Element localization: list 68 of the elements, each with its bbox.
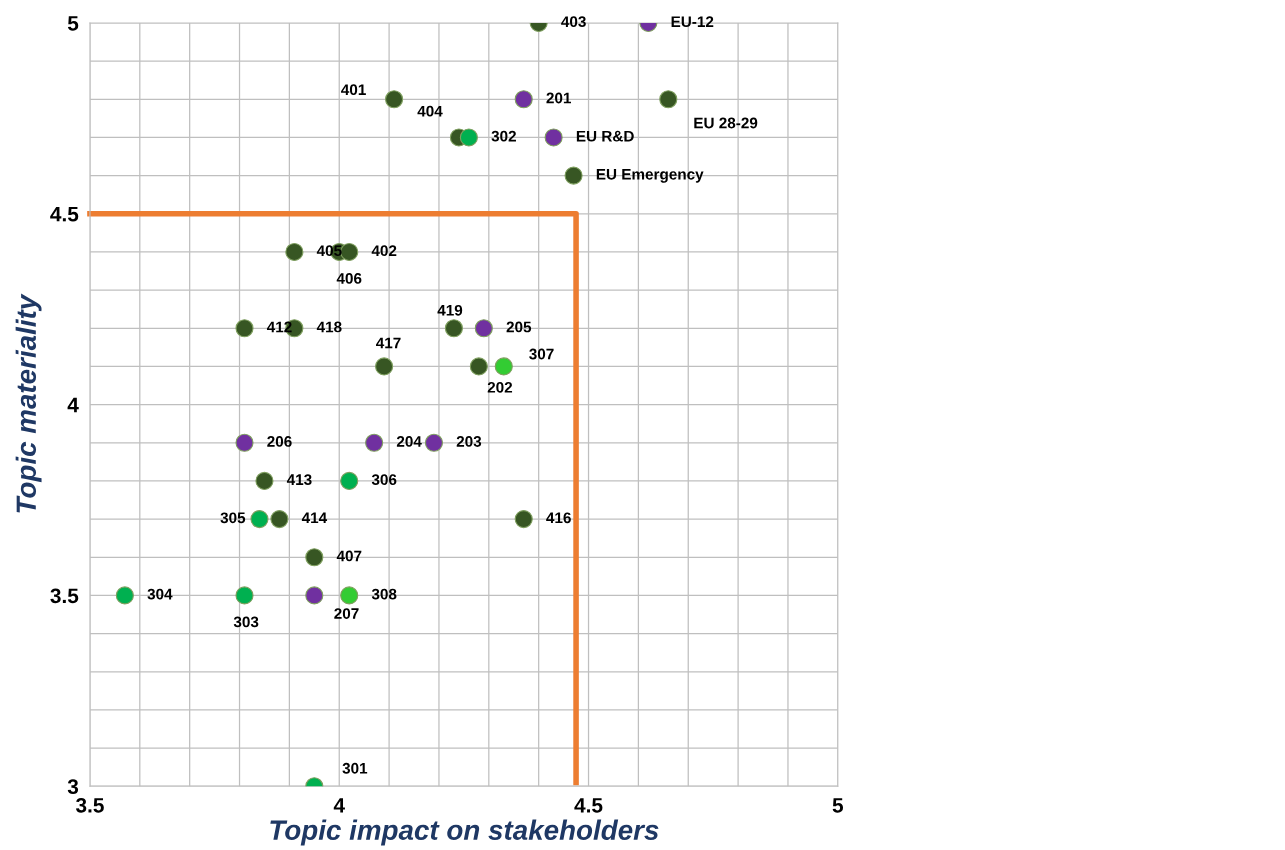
annotation: 418 xyxy=(316,321,342,333)
annotation: EU-12 xyxy=(671,16,714,28)
point xyxy=(474,319,493,338)
point xyxy=(375,357,394,376)
point xyxy=(340,471,359,490)
point xyxy=(235,433,254,452)
annotation: 204 xyxy=(396,436,422,447)
y-tick-label: 4.5 xyxy=(50,206,79,222)
point xyxy=(514,90,533,109)
annotation: EU 28-29 xyxy=(694,117,758,129)
point xyxy=(235,586,254,605)
annotation: 416 xyxy=(546,512,571,524)
annotation: 419 xyxy=(437,304,463,316)
y-tick-label: 4 xyxy=(67,397,79,413)
annotation: EU R&D xyxy=(576,130,634,142)
point xyxy=(424,433,444,452)
annotation: 404 xyxy=(417,105,443,117)
annotation: 402 xyxy=(371,245,397,257)
point xyxy=(255,471,274,490)
annotation: 407 xyxy=(336,550,362,562)
annotation: 307 xyxy=(529,348,554,360)
y-tick-label: 5 xyxy=(67,16,79,31)
annotation: 206 xyxy=(267,436,292,447)
point xyxy=(469,357,488,376)
annotation: 303 xyxy=(233,616,259,628)
annotation: EU Emergency xyxy=(596,168,704,183)
point xyxy=(340,586,359,605)
annotation: 308 xyxy=(371,588,397,600)
annotation: 305 xyxy=(220,512,246,524)
point xyxy=(494,357,513,376)
x-tick-label: 4 xyxy=(333,798,345,813)
point xyxy=(305,548,324,567)
annotation: 414 xyxy=(301,512,328,524)
annotation: 403 xyxy=(561,16,586,28)
point xyxy=(250,510,269,529)
y-tick-label: 3 xyxy=(67,779,79,795)
point xyxy=(115,586,134,605)
point xyxy=(564,166,583,185)
annotation: 207 xyxy=(334,608,359,619)
annotation: 413 xyxy=(286,474,312,486)
annotation: 417 xyxy=(376,337,401,349)
point xyxy=(340,242,359,262)
point xyxy=(365,433,384,452)
annotation: 306 xyxy=(371,474,397,486)
x-tick-label: 5 xyxy=(832,798,844,813)
annotation: 304 xyxy=(147,588,173,600)
y-tick-label: 3.5 xyxy=(50,588,79,604)
point xyxy=(285,242,304,262)
point xyxy=(235,319,254,338)
point xyxy=(385,90,404,109)
annotation: 401 xyxy=(341,84,366,96)
x-tick-label: 4.5 xyxy=(574,798,603,813)
annotation: 302 xyxy=(491,130,516,142)
annotation: 406 xyxy=(336,273,362,284)
point xyxy=(459,128,478,147)
point xyxy=(544,128,563,147)
annotation: 202 xyxy=(487,381,513,393)
point xyxy=(444,319,463,338)
annotation: 201 xyxy=(546,92,571,104)
y-axis-title: Topic materiality xyxy=(15,293,42,513)
annotation: 301 xyxy=(342,762,368,774)
point xyxy=(270,510,289,529)
point xyxy=(514,510,533,529)
point xyxy=(659,90,678,109)
x-axis-title: Topic impact on stakeholders xyxy=(270,819,659,846)
annotation: 203 xyxy=(456,436,482,447)
point xyxy=(305,586,324,605)
annotation: 205 xyxy=(506,321,532,333)
